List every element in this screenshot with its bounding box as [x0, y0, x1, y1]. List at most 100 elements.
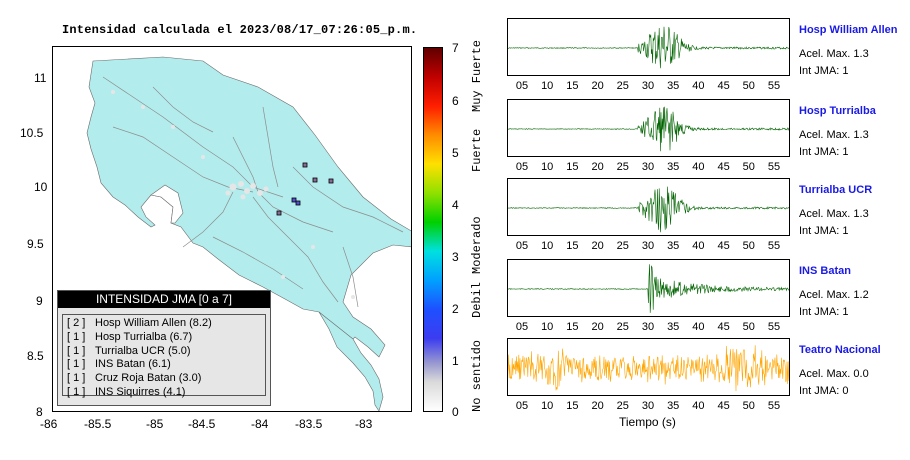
- time-tick: 10: [541, 321, 554, 333]
- waveform-trace: [508, 345, 789, 392]
- y-tick: 9.5: [27, 237, 44, 251]
- time-tick: 25: [616, 80, 629, 92]
- legend-item: [ 1 ] INS Siquirres (4.1): [67, 386, 261, 400]
- time-tick: 50: [742, 161, 755, 173]
- time-tick: 15: [566, 161, 579, 173]
- colorbar-tick: 1: [452, 354, 459, 368]
- y-tick: 11: [34, 71, 47, 85]
- time-tick: 30: [641, 80, 655, 92]
- x-tick: -84: [251, 417, 269, 431]
- time-ticks: 05 10 15 20 25 30 35 40 45 50 55: [507, 240, 790, 254]
- legend-count: [ 1 ]: [67, 330, 86, 343]
- station-max-accel: Acel. Max. 1.3: [799, 129, 869, 141]
- peninsula-osa: [318, 311, 384, 411]
- station-name: Hosp Turrialba: [799, 105, 876, 117]
- map-title: Intensidad calculada el 2023/08/17_07:26…: [62, 23, 418, 37]
- time-tick: 40: [692, 321, 705, 333]
- waveform-trace: [508, 26, 789, 69]
- category-label: Muy Fuerte: [470, 39, 484, 112]
- waveform-panel[interactable]: [507, 259, 790, 317]
- legend-count: [ 1 ]: [67, 372, 86, 385]
- legend-label: INS Siquirres (4.1): [95, 385, 186, 398]
- station-markers[interactable]: [276, 162, 334, 216]
- legend-label: Turrialba UCR (5.0): [95, 344, 191, 357]
- waveform-panel[interactable]: [507, 338, 790, 396]
- waveform-line: [508, 106, 789, 152]
- time-tick: 35: [667, 321, 680, 333]
- time-tick: 20: [591, 400, 604, 412]
- time-tick: 40: [692, 80, 705, 92]
- time-tick: 10: [541, 240, 554, 252]
- city-dots: [111, 90, 355, 299]
- time-tick: 55: [767, 161, 781, 173]
- x-tick: -83.5: [295, 417, 323, 431]
- waveform-panel[interactable]: [507, 18, 790, 76]
- y-tick: 8.5: [27, 349, 44, 363]
- y-tick: 10: [34, 180, 48, 194]
- y-tick: 8: [36, 405, 43, 419]
- station-max-accel: Acel. Max. 0.0: [799, 368, 869, 380]
- time-tick: 35: [667, 161, 680, 173]
- x-tick: -85: [146, 417, 164, 431]
- time-tick: 55: [767, 321, 781, 333]
- station-jma-intensity: Int JMA: 1: [799, 65, 849, 77]
- legend-count: [ 1 ]: [67, 358, 86, 371]
- legend-item: [ 1 ] INS Batan (6.1): [67, 358, 261, 372]
- time-tick: 45: [717, 80, 730, 92]
- time-tick: 55: [767, 240, 781, 252]
- station-jma-intensity: Int JMA: 1: [799, 146, 849, 158]
- time-tick: 25: [616, 400, 629, 412]
- time-tick: 20: [591, 80, 604, 92]
- waveform-panel[interactable]: [507, 178, 790, 236]
- waveform-line: [508, 186, 789, 233]
- time-tick: 25: [616, 240, 629, 252]
- legend-label: INS Batan (6.1): [95, 358, 171, 371]
- station-max-accel: Acel. Max. 1.3: [799, 208, 869, 220]
- intensity-legend: INTENSIDAD JMA [0 a 7] [ 2 ] Hosp William…: [57, 290, 271, 406]
- time-tick: 25: [616, 161, 629, 173]
- time-tick: 05: [515, 80, 529, 92]
- legend-item: [ 1 ] Cruz Roja Batan (3.0): [67, 372, 261, 386]
- time-tick: 20: [591, 161, 604, 173]
- station-name: Hosp William Allen: [799, 24, 898, 36]
- station-max-accel: Acel. Max. 1.2: [799, 289, 869, 301]
- time-ticks: 05 10 15 20 25 30 35 40 45 50 55: [507, 321, 790, 335]
- time-ticks: 05 10 15 20 25 30 35 40 45 50 55: [507, 80, 790, 94]
- legend-label: Hosp Turrialba (6.7): [95, 330, 193, 343]
- waveform-line: [508, 345, 789, 392]
- station-jma-intensity: Int JMA: 1: [799, 306, 849, 318]
- time-tick: 10: [541, 80, 554, 92]
- road-network: [102, 76, 404, 308]
- time-tick: 55: [767, 80, 781, 92]
- legend-title: INTENSIDAD JMA [0 a 7]: [58, 291, 270, 308]
- legend-item: [ 2 ] Hosp William Allen (8.2): [67, 317, 261, 331]
- intensity-colorbar: [423, 47, 443, 412]
- station-jma-intensity: Int JMA: 0: [799, 385, 849, 397]
- time-tick: 40: [692, 400, 705, 412]
- time-axis-title: Tiempo (s): [619, 415, 676, 429]
- time-tick: 20: [591, 321, 604, 333]
- time-ticks: 05 10 15 20 25 30 35 40 45 50 55: [507, 161, 790, 175]
- y-tick: 10.5: [20, 126, 44, 140]
- x-tick: -84.5: [188, 417, 216, 431]
- category-label: Debil: [470, 281, 484, 318]
- time-tick: 10: [541, 161, 554, 173]
- time-tick: 55: [767, 400, 781, 412]
- station-name: Teatro Nacional: [799, 344, 881, 356]
- legend-label: Cruz Roja Batan (3.0): [95, 372, 202, 385]
- time-tick: 45: [717, 321, 730, 333]
- time-tick: 30: [641, 321, 655, 333]
- time-tick: 10: [541, 400, 554, 412]
- time-tick: 25: [616, 321, 629, 333]
- colorbar-tick: 2: [452, 302, 459, 316]
- category-label: No sentido: [470, 339, 484, 412]
- x-tick: -85.5: [84, 417, 112, 431]
- time-tick: 50: [742, 80, 755, 92]
- legend-count: [ 1 ]: [67, 385, 86, 398]
- station-name: INS Batan: [799, 265, 851, 277]
- time-tick: 05: [515, 400, 529, 412]
- waveform-trace: [508, 264, 789, 313]
- waveform-trace: [508, 186, 789, 233]
- station-max-accel: Acel. Max. 1.3: [799, 48, 869, 60]
- waveform-panel[interactable]: [507, 99, 790, 157]
